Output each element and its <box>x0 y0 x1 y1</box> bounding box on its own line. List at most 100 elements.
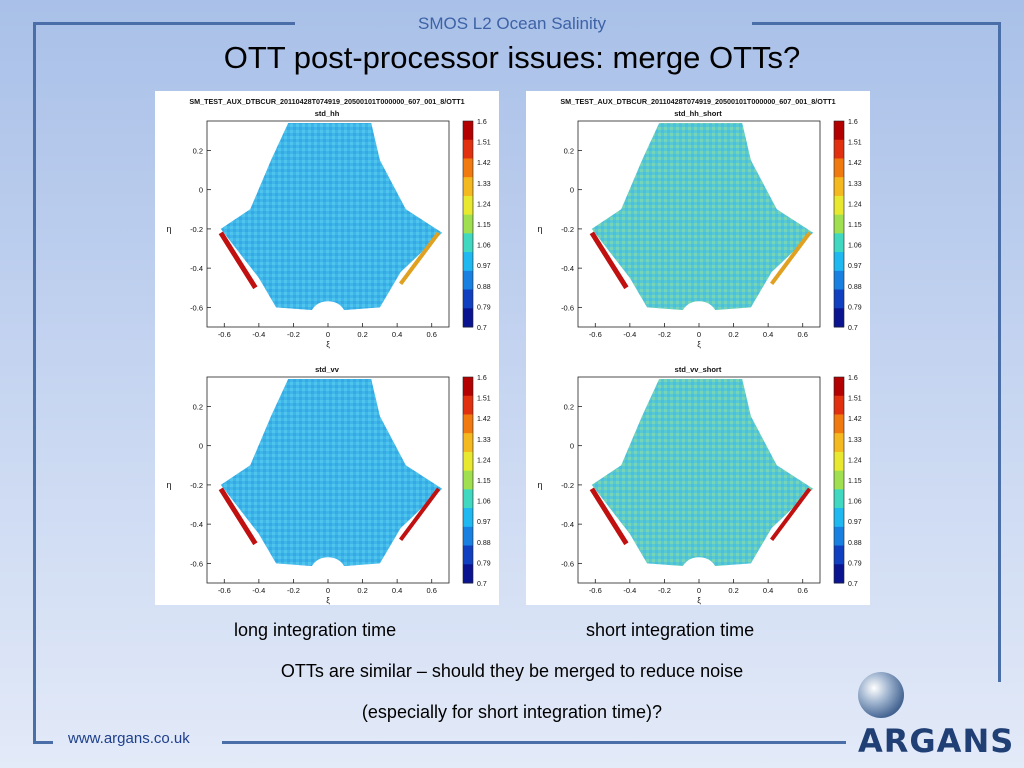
x-tick-label: 0 <box>697 330 701 339</box>
colorbar-tick-label: 0.7 <box>848 325 858 332</box>
x-tick-label: -0.6 <box>589 330 602 339</box>
y-tick-label: -0.4 <box>190 264 203 273</box>
y-tick-label: -0.6 <box>190 303 203 312</box>
ott-field-texture <box>591 123 814 312</box>
colorbar-tick-label: 0.79 <box>848 560 862 567</box>
colorbar-segment <box>834 433 844 453</box>
x-tick-label: 0.6 <box>426 330 436 339</box>
x-tick-label: -0.4 <box>623 330 636 339</box>
colorbar-tick-label: 1.42 <box>848 160 862 167</box>
colorbar-tick-label: 1.15 <box>477 222 491 229</box>
ott-field-texture <box>220 123 443 312</box>
colorbar-segment <box>463 308 473 328</box>
colorbar-tick-label: 1.15 <box>848 478 862 485</box>
x-axis-label: ξ <box>326 340 330 349</box>
colorbar-segment <box>834 526 844 547</box>
frame-left <box>33 22 36 744</box>
colorbar-segment <box>834 414 844 434</box>
colorbar-segment <box>463 177 473 197</box>
colorbar-tick-label: 1.33 <box>477 181 491 188</box>
plot-title: std_hh_short <box>674 109 722 118</box>
colorbar-tick-label: 1.06 <box>477 499 491 506</box>
slide-header: SMOS L2 Ocean Salinity <box>417 14 607 33</box>
colorbar-tick-label: 1.06 <box>848 499 862 506</box>
colorbar-segment <box>463 564 473 584</box>
colorbar-segment <box>834 470 844 490</box>
x-tick-label: 0.4 <box>763 586 773 595</box>
edge-hot-right <box>769 231 812 286</box>
y-tick-label: -0.4 <box>561 520 574 529</box>
colorbar-tick-label: 0.97 <box>477 519 491 526</box>
colorbar-segment <box>834 121 844 141</box>
field-notch <box>310 301 346 330</box>
note-line-2: (especially for short integration time)? <box>361 702 663 722</box>
colorbar-tick-label: 1.33 <box>477 437 491 444</box>
colorbar-tick-label: 1.06 <box>477 243 491 250</box>
y-tick-label: 0 <box>570 442 574 451</box>
colorbar-segment <box>834 289 844 309</box>
colorbar-tick-label: 1.51 <box>848 396 862 403</box>
y-tick-label: 0 <box>570 186 574 195</box>
x-tick-label: 0.6 <box>426 586 436 595</box>
colorbar-frame <box>462 376 474 584</box>
frame-bottom-left <box>33 741 53 744</box>
colorbar-segment <box>463 526 473 547</box>
y-tick-label: 0.2 <box>564 146 574 155</box>
colorbar-segment <box>463 195 473 216</box>
figure-panel-long: SM_TEST_AUX_DTBCUR_20110428T074919_20500… <box>155 91 499 605</box>
colorbar-segment <box>834 489 844 509</box>
edge-hot-left <box>218 487 258 546</box>
figure-svg: SM_TEST_AUX_DTBCUR_20110428T074919_20500… <box>166 97 491 605</box>
y-tick-label: -0.2 <box>190 225 203 234</box>
colorbar-frame <box>833 376 845 584</box>
y-axis-label: η <box>537 224 542 234</box>
colorbar-segment <box>834 139 844 159</box>
x-tick-label: 0.6 <box>797 330 807 339</box>
colorbar-tick-label: 1.24 <box>848 457 862 464</box>
colorbar-tick-label: 0.79 <box>477 304 491 311</box>
colorbar-segment <box>834 377 844 397</box>
x-axis-label: ξ <box>697 340 701 349</box>
x-tick-label: -0.2 <box>287 330 300 339</box>
x-tick-label: -0.2 <box>658 330 671 339</box>
x-tick-label: 0.2 <box>728 330 738 339</box>
field-notch <box>310 557 346 586</box>
colorbar-tick-label: 0.7 <box>477 325 487 332</box>
x-tick-label: -0.4 <box>252 330 265 339</box>
y-tick-label: 0 <box>199 442 203 451</box>
frame-top-left <box>33 22 295 25</box>
y-axis-label: η <box>166 224 171 234</box>
y-tick-label: 0 <box>199 186 203 195</box>
colorbar-segment <box>834 564 844 584</box>
footer-url-link[interactable]: www.argans.co.uk <box>68 730 190 747</box>
ott-field-texture <box>591 379 814 568</box>
colorbar-tick-label: 1.42 <box>848 416 862 423</box>
colorbar-segment <box>834 195 844 216</box>
argans-logo: ARGANS <box>858 672 1013 760</box>
x-tick-label: -0.4 <box>252 586 265 595</box>
colorbar-segment <box>834 308 844 328</box>
globe-icon <box>858 672 904 718</box>
x-tick-label: 0.4 <box>392 330 402 339</box>
colorbar-tick-label: 0.97 <box>848 263 862 270</box>
colorbar-segment <box>463 377 473 397</box>
ott-field-texture <box>220 379 443 568</box>
colorbar-segment <box>463 414 473 434</box>
colorbar-tick-label: 1.51 <box>477 140 491 147</box>
y-axis-label: η <box>166 480 171 490</box>
colorbar-tick-label: 1.33 <box>848 181 862 188</box>
slide-title: OTT post-processor issues: merge OTTs? <box>223 40 801 75</box>
file-title: SM_TEST_AUX_DTBCUR_20110428T074919_20500… <box>560 97 835 106</box>
plot-title: std_vv <box>315 365 340 374</box>
colorbar-segment <box>463 270 473 291</box>
x-tick-label: 0 <box>326 330 330 339</box>
colorbar-tick-label: 1.42 <box>477 160 491 167</box>
colorbar-tick-label: 0.88 <box>477 284 491 291</box>
colorbar-tick-label: 1.24 <box>477 457 491 464</box>
colorbar-segment <box>463 545 473 565</box>
x-tick-label: 0 <box>697 586 701 595</box>
colorbar-segment <box>463 508 473 528</box>
colorbar-tick-label: 0.97 <box>477 263 491 270</box>
file-title: SM_TEST_AUX_DTBCUR_20110428T074919_20500… <box>189 97 464 106</box>
caption-short-integration: short integration time <box>586 620 755 640</box>
